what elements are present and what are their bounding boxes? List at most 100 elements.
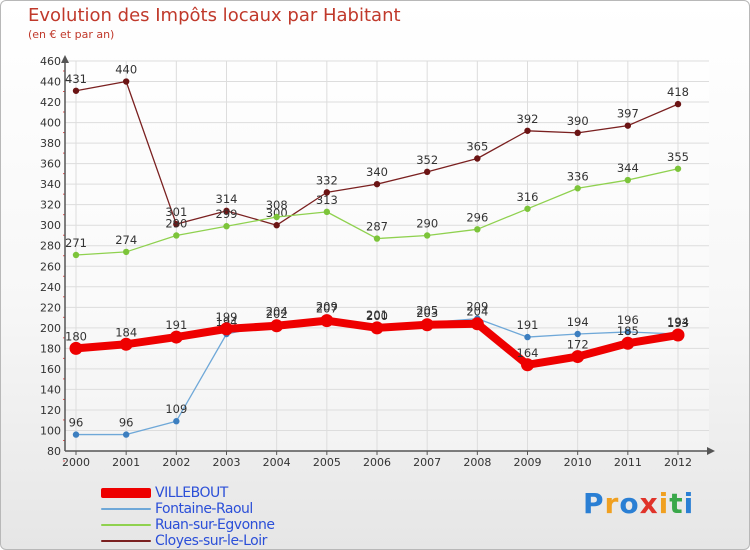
data-label-ruan-sur-egvonne: 344 [617,161,639,175]
data-point-ruan-sur-egvonne [122,248,130,256]
y-tick-label: 280 [40,240,61,253]
data-point-cloyes-sur-le-loir [122,78,130,85]
data-point-villebout [571,350,585,364]
y-tick-label: 240 [40,281,61,294]
data-label-ruan-sur-egvonne: 271 [65,236,87,250]
series-ruan-sur-egvonne: 271 274 290 299 308 313 287 290 296 316 336 344 355 [65,150,689,259]
data-label-villebout: 191 [165,318,187,332]
legend-swatch-fontaine-raoul [101,508,151,510]
data-label-fontaine-raoul: 191 [517,318,539,332]
data-point-ruan-sur-egvonne [423,232,431,239]
logo-letter: x [639,487,659,520]
logo-letter: t [669,487,684,520]
x-tick-label: 2010 [564,456,592,469]
x-tick-label: 2005 [313,456,341,469]
proxiti-logo: Proxiti [583,487,694,520]
data-point-villebout [420,318,434,332]
data-point-villebout [370,321,384,335]
y-tick-label: 360 [40,158,61,171]
x-tick-label: 2006 [363,456,391,469]
data-label-villebout: 207 [316,302,338,316]
data-label-villebout: 164 [517,346,539,360]
data-point-cloyes-sur-le-loir [474,155,481,162]
y-tick-label: 460 [40,55,61,68]
data-label-cloyes-sur-le-loir: 431 [65,72,87,86]
logo-letter: r [604,487,620,520]
y-axis-arrow [61,55,69,63]
data-point-villebout [470,317,484,331]
data-label-fontaine-raoul: 194 [667,315,689,329]
legend-label-villebout: VILLEBOUT [155,485,228,501]
data-label-ruan-sur-egvonne: 296 [466,210,488,224]
data-label-cloyes-sur-le-loir: 332 [316,173,338,187]
legend-item-cloyes-sur-le-loir: Cloyes-sur-le-Loir [101,533,275,549]
y-tick-label: 260 [40,260,61,273]
data-point-cloyes-sur-le-loir [273,222,280,229]
data-label-villebout: 199 [216,310,238,324]
data-label-ruan-sur-egvonne: 308 [266,198,288,212]
legend-swatch-villebout [101,488,151,498]
data-point-cloyes-sur-le-loir [323,189,331,196]
data-point-cloyes-sur-le-loir [223,207,230,215]
data-label-ruan-sur-egvonne: 287 [366,220,388,234]
data-label-fontaine-raoul: 201 [366,308,388,322]
data-label-cloyes-sur-le-loir: 397 [617,107,639,121]
y-tick-label: 300 [40,219,61,232]
data-point-ruan-sur-egvonne [624,176,632,184]
plot-area [65,61,709,451]
chart-subtitle: (en € et par an) [28,28,115,41]
x-tick-label: 2011 [614,456,642,469]
data-point-villebout [119,337,133,351]
data-point-cloyes-sur-le-loir [173,220,180,228]
data-point-cloyes-sur-le-loir [423,168,431,176]
x-tick-label: 2000 [62,456,90,469]
legend-item-villebout: VILLEBOUT [101,485,275,501]
chart-legend: VILLEBOUT Fontaine-Raoul Ruan-sur-Egvonn… [101,485,275,549]
data-point-fontaine-raoul [173,418,180,425]
data-label-fontaine-raoul: 209 [466,300,488,314]
data-label-cloyes-sur-le-loir: 352 [416,153,438,167]
data-label-cloyes-sur-le-loir: 314 [216,192,238,206]
logo-letter: i [658,487,670,520]
data-label-villebout: 203 [416,306,438,320]
y-tick-label: 440 [40,76,61,89]
data-label-villebout: 204 [466,305,488,319]
data-point-villebout [169,330,183,344]
x-tick-label: 2009 [514,456,542,469]
data-point-cloyes-sur-le-loir [72,87,80,94]
data-point-villebout [320,314,334,328]
data-label-ruan-sur-egvonne: 316 [517,190,539,204]
data-point-cloyes-sur-le-loir [674,100,682,108]
data-label-villebout: 202 [266,307,288,321]
legend-swatch-ruan-sur-egvonne [101,524,151,526]
logo-letter: o [619,487,640,520]
x-tick-label: 2004 [263,456,291,469]
data-label-fontaine-raoul: 204 [266,305,288,319]
legend-label-ruan-sur-egvonne: Ruan-sur-Egvonne [155,517,275,533]
data-label-cloyes-sur-le-loir: 390 [567,114,589,128]
data-label-fontaine-raoul: 194 [567,315,589,329]
data-label-villebout: 200 [366,309,388,323]
data-label-villebout: 184 [115,325,137,339]
data-point-fontaine-raoul [574,330,581,338]
data-label-ruan-sur-egvonne: 299 [216,207,238,221]
legend-label-cloyes-sur-le-loir: Cloyes-sur-le-Loir [155,533,267,549]
y-tick-label: 400 [40,117,61,130]
logo-letter: P [583,487,605,520]
data-label-cloyes-sur-le-loir: 340 [366,165,388,179]
chart-title: Evolution des Impôts locaux par Habitant [28,5,401,26]
legend-item-fontaine-raoul: Fontaine-Raoul [101,501,275,517]
data-label-ruan-sur-egvonne: 290 [165,216,187,230]
y-tick-label: 180 [40,342,61,355]
data-label-cloyes-sur-le-loir: 301 [165,205,187,219]
x-tick-label: 2012 [664,456,692,469]
data-point-fontaine-raoul [624,328,632,336]
data-point-fontaine-raoul [122,431,130,438]
y-tick-label: 160 [40,363,61,376]
data-point-villebout [220,322,233,336]
data-point-ruan-sur-egvonne [373,235,381,242]
data-point-fontaine-raoul [524,333,531,341]
